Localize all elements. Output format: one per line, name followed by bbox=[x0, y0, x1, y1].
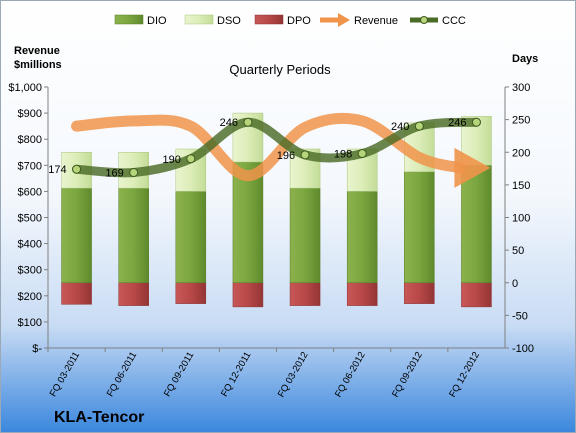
right-tick-label: 150 bbox=[512, 180, 530, 192]
lines-group bbox=[71, 112, 491, 188]
dio-bar bbox=[118, 187, 149, 283]
ccc-data-label: 246 bbox=[220, 117, 238, 129]
dio-bar bbox=[461, 165, 492, 283]
dio-bar bbox=[346, 191, 378, 283]
right-tick-label: 100 bbox=[512, 213, 530, 225]
right-tick-label: -100 bbox=[512, 343, 534, 355]
legend-swatch-ccc-marker bbox=[420, 16, 428, 24]
ccc-marker bbox=[243, 117, 253, 127]
ccc-data-label: 240 bbox=[391, 121, 409, 133]
ccc-data-label: 246 bbox=[448, 117, 466, 129]
legend-label-dso: DSO bbox=[217, 15, 241, 27]
left-axis-label-line1: Revenue bbox=[14, 45, 60, 57]
right-tick-label: -50 bbox=[512, 310, 528, 322]
left-tick-label: $300 bbox=[18, 265, 42, 277]
ccc-marker bbox=[414, 121, 424, 131]
left-tick-label: $1,000 bbox=[8, 82, 42, 94]
ccc-data-label: 198 bbox=[334, 149, 352, 161]
legend-label-dpo: DPO bbox=[287, 15, 311, 27]
dio-bar bbox=[232, 161, 264, 284]
legend-swatch-revenue-arrow bbox=[338, 13, 350, 27]
left-tick-label: $800 bbox=[18, 134, 42, 146]
dpo-bar bbox=[404, 282, 435, 304]
ccc-data-label: 190 bbox=[162, 154, 180, 166]
left-tick-label: $200 bbox=[18, 291, 42, 303]
legend-label-dio: DIO bbox=[147, 15, 167, 27]
dpo-bar bbox=[346, 282, 378, 306]
dpo-bar bbox=[175, 282, 207, 304]
left-tick-label: $500 bbox=[18, 213, 42, 225]
dpo-bar bbox=[118, 282, 149, 306]
legend-swatch-dpo bbox=[254, 14, 284, 25]
ccc-data-label: 196 bbox=[277, 150, 295, 162]
left-tick-label: $600 bbox=[18, 186, 42, 198]
dio-bar bbox=[404, 171, 435, 283]
right-tick-label: 300 bbox=[512, 82, 530, 94]
dio-bar bbox=[175, 191, 207, 283]
bars-group bbox=[61, 112, 492, 308]
right-tick-label: 0 bbox=[512, 278, 518, 290]
right-tick-label: 50 bbox=[512, 245, 524, 257]
ccc-marker bbox=[72, 164, 82, 174]
left-tick-label: $400 bbox=[18, 239, 42, 251]
legend-swatch-dso bbox=[184, 14, 214, 25]
legend-group: DIO DSO DPO Revenue CCC bbox=[114, 13, 466, 27]
labels-group: 174 169 190 246 196 198 240 246 bbox=[48, 117, 466, 179]
left-tick-label: $900 bbox=[18, 108, 42, 120]
dpo-bar bbox=[289, 282, 321, 306]
left-tick-label: $100 bbox=[18, 317, 42, 329]
ccc-data-label: 169 bbox=[105, 167, 123, 179]
revenue-arrowhead bbox=[454, 147, 491, 188]
right-axis-label: Days bbox=[512, 53, 538, 65]
legend-swatch-dio bbox=[114, 14, 144, 25]
ccc-data-label: 174 bbox=[48, 164, 66, 176]
company-name: KLA-Tencor bbox=[54, 409, 144, 426]
chart-title: Quarterly Periods bbox=[229, 62, 331, 77]
left-axis-label-line2: $millions bbox=[14, 59, 62, 71]
dpo-bar bbox=[461, 282, 492, 308]
dpo-bar bbox=[61, 282, 92, 305]
ccc-marker bbox=[300, 150, 310, 160]
legend-label-revenue: Revenue bbox=[354, 15, 398, 27]
right-tick-label: 200 bbox=[512, 147, 530, 159]
ccc-marker bbox=[129, 167, 139, 177]
revenue-line bbox=[71, 112, 466, 182]
left-tick-label: $700 bbox=[18, 160, 42, 172]
left-tick-label: $- bbox=[32, 343, 42, 355]
right-tick-label: 250 bbox=[512, 115, 530, 127]
dio-bar bbox=[289, 187, 321, 283]
dpo-bar bbox=[232, 282, 264, 308]
ccc-marker bbox=[357, 149, 367, 159]
legend-label-ccc: CCC bbox=[442, 15, 466, 27]
ccc-marker bbox=[471, 117, 481, 127]
ccc-marker bbox=[186, 154, 196, 164]
ccc-line bbox=[72, 117, 481, 178]
dio-bar bbox=[61, 187, 92, 283]
